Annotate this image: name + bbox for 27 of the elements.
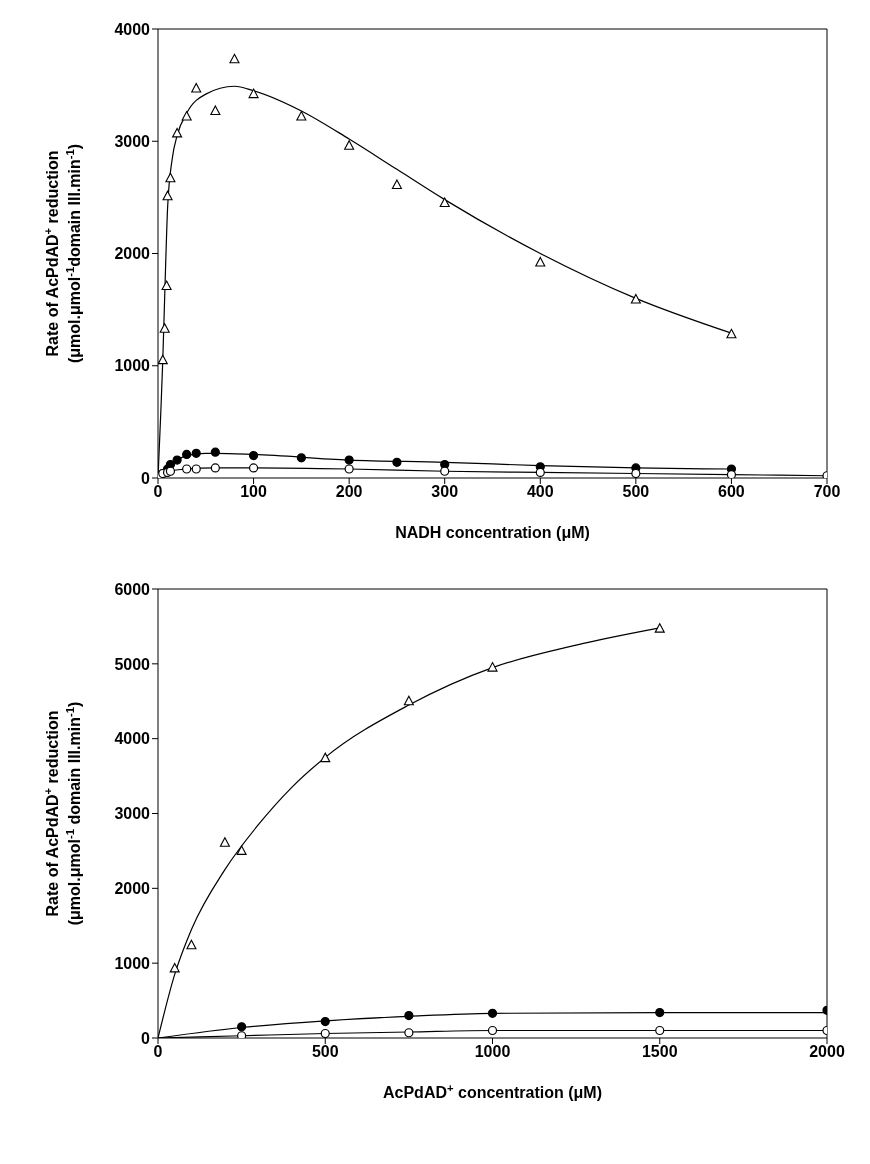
x-tick-label: 0 xyxy=(153,483,163,501)
y-tick-label: 5000 xyxy=(114,655,151,673)
y-tick-label: 4000 xyxy=(114,730,151,748)
y-tick-label: 3000 xyxy=(114,132,151,150)
x-axis-title: AcPdAD$^{+}$ concentration (μM) xyxy=(382,1082,603,1101)
y-tick-label: 3000 xyxy=(114,805,151,823)
y-tick-label: 0 xyxy=(141,469,151,487)
y-tick-label: 2000 xyxy=(114,880,151,898)
y-tick-label: 1000 xyxy=(114,954,151,972)
x-tick-label: 600 xyxy=(718,483,745,501)
x-tick-label: 700 xyxy=(813,483,841,501)
x-tick-label: 0 xyxy=(153,1043,163,1061)
x-tick-label: 200 xyxy=(335,483,363,501)
x-axis-title: NADH concentration (μM) xyxy=(395,524,590,541)
x-tick-label: 100 xyxy=(240,483,268,501)
x-tick-label: 400 xyxy=(526,483,554,501)
x-tick-label: 300 xyxy=(431,483,459,501)
x-tick-label: 500 xyxy=(311,1043,339,1061)
x-tick-label: 1000 xyxy=(474,1043,511,1061)
y-tick-label: 4000 xyxy=(114,20,151,38)
y-tick-label: 6000 xyxy=(114,580,151,598)
x-tick-label: 2000 xyxy=(809,1043,845,1061)
y-tick-label: 1000 xyxy=(114,357,151,375)
y-tick-label: 0 xyxy=(141,1029,151,1047)
x-tick-label: 1500 xyxy=(641,1043,678,1061)
y-tick-label: 2000 xyxy=(114,245,151,263)
x-tick-label: 500 xyxy=(622,483,650,501)
